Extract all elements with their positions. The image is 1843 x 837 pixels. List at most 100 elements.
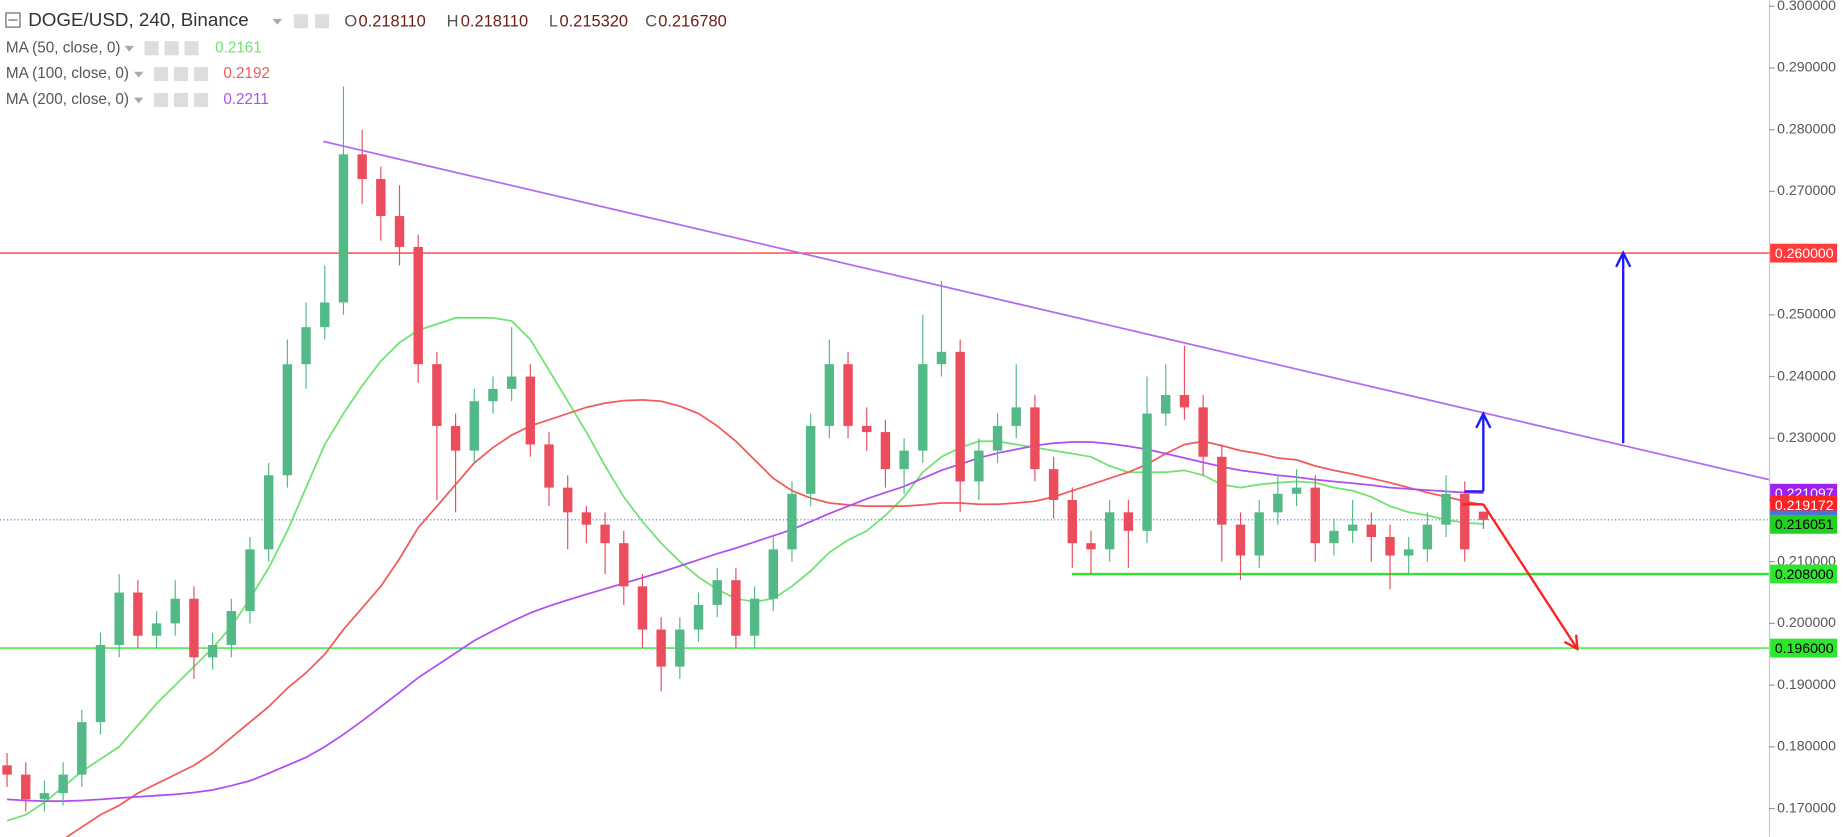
dropdown-icon[interactable] — [133, 97, 144, 104]
settings-icon[interactable] — [315, 14, 330, 29]
y-tick-label: 0.170000 — [1777, 799, 1836, 815]
candle-body — [338, 154, 349, 303]
price-tag — [1770, 495, 1838, 515]
price-tag-label: 0.196000 — [1775, 640, 1834, 656]
candle-body — [1030, 407, 1040, 470]
candle-body — [226, 611, 237, 645]
candle-body — [301, 327, 311, 365]
candle-body — [320, 302, 330, 328]
candle-body — [95, 644, 106, 723]
candle-body — [357, 154, 367, 180]
price-tag-label: 0.208000 — [1775, 566, 1834, 582]
ohlc-key: L — [549, 13, 558, 31]
candle-body — [899, 450, 909, 470]
candle-body — [1123, 512, 1134, 531]
candle-body — [1142, 413, 1152, 531]
y-tick-label: 0.180000 — [1777, 738, 1836, 754]
plot-area — [0, 86, 1770, 837]
candle-body — [1086, 543, 1096, 550]
eye-icon[interactable] — [153, 67, 169, 82]
legend-name: MA (200, close, 0) — [6, 91, 129, 108]
candle-body — [170, 598, 180, 624]
candle-body — [469, 401, 479, 451]
settings-icon[interactable] — [173, 92, 189, 108]
price-tag — [1770, 243, 1838, 263]
collapse-icon[interactable] — [5, 12, 21, 28]
candle-body — [936, 351, 947, 365]
ohlc-key: C — [645, 13, 657, 31]
candle-body — [77, 722, 87, 775]
candle-body — [58, 774, 68, 794]
candle-body — [768, 549, 778, 599]
price-tag-label: 0.219172 — [1775, 497, 1834, 513]
candle-body — [880, 432, 891, 470]
annotations — [1462, 250, 1632, 651]
candle-body — [263, 475, 274, 550]
candle-body — [1478, 511, 1489, 520]
candle-body — [619, 543, 629, 587]
candle-body — [862, 425, 872, 433]
candle-body — [992, 425, 1003, 451]
candle-body — [245, 549, 255, 612]
symbol-title: DOGE/USD, 240, Binance — [28, 9, 248, 30]
candle-body — [1310, 487, 1320, 544]
y-tick-label: 0.290000 — [1777, 59, 1836, 75]
candle-body — [1403, 549, 1414, 556]
candle-body — [151, 623, 162, 636]
price-tag — [1770, 564, 1838, 584]
candle-body — [656, 629, 666, 667]
candle-body — [114, 592, 124, 645]
legend-name: MA (100, close, 0) — [6, 65, 129, 82]
ohlc-value: 0.216780 — [658, 13, 727, 31]
dropdown-icon[interactable] — [133, 71, 144, 78]
arrow-head — [1563, 634, 1579, 651]
legend-value: 0.2211 — [223, 91, 269, 108]
axis-background — [1768, 0, 1843, 837]
dropdown-icon[interactable] — [124, 45, 134, 52]
candle-body — [824, 364, 835, 426]
legend-name: MA (50, close, 0) — [6, 39, 121, 56]
candle-body — [1217, 456, 1227, 525]
candle-body — [1254, 512, 1264, 556]
candle-body — [133, 592, 143, 636]
trendline — [323, 140, 1770, 481]
y-tick-label: 0.230000 — [1777, 429, 1836, 445]
candle-body — [189, 598, 199, 658]
candle-body — [805, 425, 816, 494]
close-icon[interactable] — [193, 92, 209, 108]
candle-body — [712, 580, 722, 605]
candle-body — [21, 774, 31, 800]
legend-value: 0.2192 — [223, 65, 270, 82]
candle-body — [544, 444, 554, 488]
dropdown-icon[interactable] — [272, 18, 283, 25]
candle-body — [1347, 524, 1358, 531]
candle-body — [787, 493, 797, 550]
candle-body — [394, 216, 405, 247]
price-tag — [1770, 514, 1838, 534]
ma-line — [65, 399, 1484, 837]
eye-icon[interactable] — [144, 41, 159, 56]
ma-line — [6, 441, 1484, 802]
eye-icon[interactable] — [293, 14, 308, 29]
arrow-head — [1615, 250, 1632, 268]
y-tick-label: 0.240000 — [1777, 367, 1836, 383]
y-tick-label: 0.270000 — [1777, 182, 1836, 198]
candle-body — [581, 512, 592, 525]
settings-icon[interactable] — [173, 67, 189, 82]
ohlc-key: O — [344, 13, 357, 31]
candle-body — [637, 586, 648, 630]
close-icon[interactable] — [184, 41, 199, 56]
price-axis: 0.300000 0.290000 0.280000 0.270000 0.260000… — [1768, 0, 1843, 837]
candle-body — [1104, 512, 1115, 550]
arrow-down — [1482, 503, 1579, 650]
candle-body — [1198, 407, 1208, 457]
settings-icon[interactable] — [164, 41, 179, 56]
candle-body — [39, 793, 50, 800]
candle-body — [1235, 524, 1246, 556]
eye-icon[interactable] — [153, 92, 169, 108]
close-icon[interactable] — [193, 67, 209, 82]
ohlc-value: 0.218110 — [461, 13, 528, 31]
candle-body — [1179, 395, 1190, 408]
candle-body — [693, 604, 704, 630]
